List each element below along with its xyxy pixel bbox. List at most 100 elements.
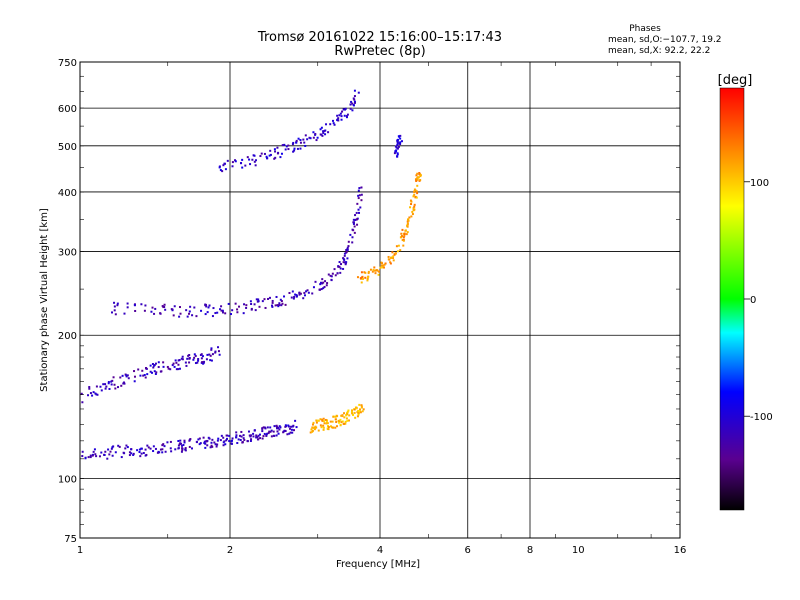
- data-point: [346, 411, 349, 414]
- data-point: [195, 315, 198, 318]
- data-point: [353, 95, 356, 98]
- data-point: [267, 432, 270, 435]
- data-point: [122, 451, 125, 454]
- data-point: [402, 236, 405, 239]
- data-point: [288, 432, 291, 435]
- data-point: [203, 360, 206, 363]
- data-point: [204, 446, 207, 449]
- data-point: [264, 306, 267, 309]
- data-point: [366, 279, 369, 282]
- data-point: [387, 258, 390, 261]
- data-point: [177, 444, 180, 447]
- data-point: [401, 238, 404, 241]
- data-point: [160, 370, 163, 373]
- data-point: [315, 419, 318, 422]
- data-point: [302, 138, 305, 141]
- data-point: [139, 374, 142, 377]
- data-point: [98, 455, 101, 458]
- data-point: [320, 418, 323, 421]
- data-point: [144, 376, 147, 379]
- data-point: [143, 373, 146, 376]
- data-point: [389, 261, 392, 264]
- data-point: [132, 453, 135, 456]
- y-tick-label: 600: [58, 104, 77, 115]
- data-point: [225, 439, 228, 442]
- data-point: [266, 432, 269, 435]
- data-point: [418, 173, 421, 176]
- data-point: [241, 441, 244, 444]
- data-point: [394, 252, 397, 255]
- data-point: [96, 393, 99, 396]
- data-point: [280, 304, 283, 307]
- data-point: [270, 435, 273, 438]
- data-point: [252, 435, 255, 438]
- data-point: [316, 419, 319, 422]
- data-point: [319, 133, 322, 136]
- data-point: [219, 439, 222, 442]
- data-point: [222, 444, 225, 447]
- data-point: [367, 272, 370, 275]
- data-point: [326, 419, 329, 422]
- data-point: [350, 411, 353, 414]
- data-point: [269, 153, 272, 156]
- data-point: [270, 429, 273, 432]
- data-point: [204, 442, 207, 445]
- data-point: [265, 155, 268, 158]
- data-point: [205, 358, 208, 361]
- data-point: [257, 438, 260, 441]
- data-point: [162, 443, 165, 446]
- colorbar-tick-label: -100: [750, 412, 773, 423]
- data-point: [175, 368, 178, 371]
- data-point: [276, 152, 279, 155]
- data-point: [250, 438, 253, 441]
- data-point: [399, 134, 402, 137]
- data-point: [152, 450, 155, 453]
- data-point: [170, 450, 173, 453]
- data-point: [177, 368, 180, 371]
- data-point: [357, 197, 360, 200]
- data-point: [249, 163, 252, 166]
- data-point: [230, 442, 233, 445]
- data-point: [138, 448, 141, 451]
- data-point: [342, 267, 345, 270]
- data-point: [248, 158, 251, 161]
- data-point: [321, 278, 324, 281]
- data-point: [128, 451, 131, 454]
- x-tick-label: 16: [674, 545, 687, 556]
- data-point: [118, 445, 121, 448]
- data-point: [178, 359, 181, 362]
- data-point: [327, 428, 330, 431]
- data-point: [108, 453, 111, 456]
- data-point: [345, 414, 348, 417]
- data-point: [272, 430, 275, 433]
- data-point: [349, 233, 352, 236]
- data-point: [140, 452, 143, 455]
- data-point: [166, 441, 169, 444]
- data-point: [234, 302, 237, 305]
- data-point: [410, 203, 413, 206]
- data-point: [367, 270, 370, 273]
- data-point: [128, 454, 131, 457]
- data-point: [173, 305, 176, 308]
- data-point: [325, 123, 328, 126]
- axes: 1 2 4 6 8 10 16 75 100 200 300 400 500 600 750: [58, 58, 686, 556]
- data-point: [369, 268, 372, 271]
- data-point: [257, 434, 260, 437]
- data-point: [174, 448, 177, 451]
- x-tick-label: 6: [465, 545, 471, 556]
- data-point: [159, 312, 162, 315]
- data-point: [276, 304, 279, 307]
- data-point: [274, 150, 277, 153]
- data-point: [140, 447, 143, 450]
- data-point: [353, 101, 356, 104]
- data-point: [320, 281, 323, 284]
- data-point: [345, 250, 348, 253]
- data-point: [340, 115, 343, 118]
- data-point: [170, 308, 173, 311]
- data-point: [249, 300, 252, 303]
- data-point: [261, 437, 264, 440]
- data-point: [231, 309, 234, 312]
- data-point: [399, 141, 402, 144]
- data-point: [353, 408, 356, 411]
- data-point: [210, 348, 213, 351]
